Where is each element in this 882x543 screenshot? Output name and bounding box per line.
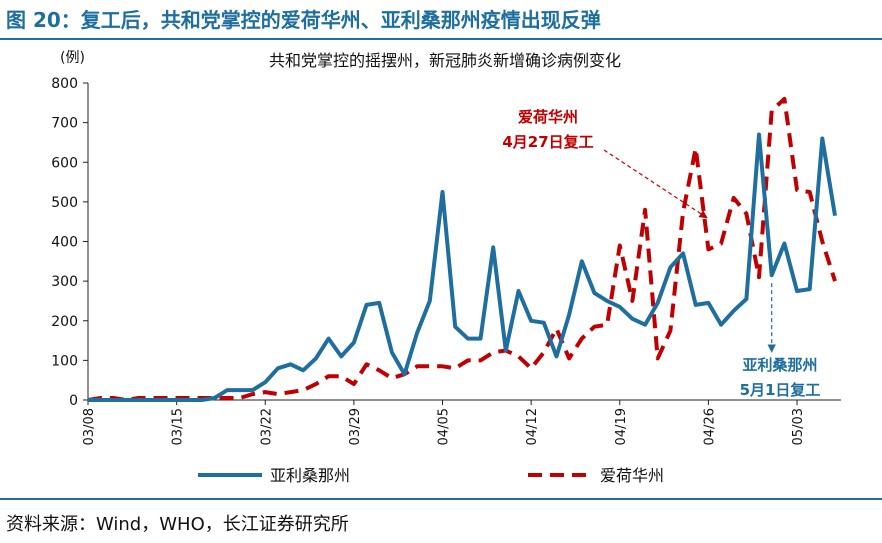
chart-axes: 0 100 200 300 400 500 600 700 800 03/08 03/15 03/22… (51, 76, 841, 445)
x-tick-label: 04/12 (525, 408, 540, 445)
x-tick-label: 03/15 (171, 408, 186, 445)
y-tick-label: 700 (51, 116, 78, 132)
x-tick-label: 03/22 (259, 408, 274, 445)
series-layer (87, 96, 837, 402)
chart-title: 共和党掌控的摇摆州，新冠肺炎新增确诊病例变化 (269, 51, 621, 70)
y-tick-label: 200 (51, 314, 78, 330)
y-tick-label: 0 (69, 393, 78, 409)
legend-label: 亚利桑那州 (270, 466, 350, 485)
x-tick-label: 03/08 (82, 408, 97, 445)
y-tick-label: 400 (51, 235, 78, 251)
x-tick-label: 04/19 (614, 408, 629, 445)
y-axis-unit-label: (例) (60, 50, 85, 66)
x-tick-label: 04/05 (437, 408, 452, 445)
annotation-label: 亚利桑那州 (742, 356, 817, 374)
y-tick-label: 600 (51, 155, 78, 171)
series-line-solid (88, 132, 837, 402)
x-tick-label: 04/26 (702, 408, 717, 445)
top-divider (0, 38, 882, 40)
annotation-label: 爱荷华州 (518, 108, 578, 126)
bottom-divider (0, 498, 882, 500)
source-note: 资料来源：Wind，WHO，长江证券研究所 (6, 514, 349, 535)
annotation-label: 4月27日复工 (502, 133, 593, 151)
x-tick-label: 03/29 (348, 408, 363, 445)
line-chart: 共和党掌控的摇摆州，新冠肺炎新增确诊病例变化 (例) 0 100 200 300 400… (51, 50, 841, 485)
y-tick-label: 100 (51, 353, 78, 369)
series-line-dashed (87, 96, 837, 402)
figure-title: 图 20：复工后，共和党掌控的爱荷华州、亚利桑那州疫情出现反弹 (6, 8, 601, 32)
y-tick-label: 300 (51, 274, 78, 290)
x-tick-label: 05/03 (791, 408, 806, 445)
legend: 亚利桑那州 爱荷华州 (198, 466, 664, 485)
y-tick-label: 800 (51, 76, 78, 92)
y-tick-label: 500 (51, 195, 78, 211)
legend-label: 爱荷华州 (600, 466, 664, 485)
annotation-label: 5月1日复工 (740, 381, 821, 399)
